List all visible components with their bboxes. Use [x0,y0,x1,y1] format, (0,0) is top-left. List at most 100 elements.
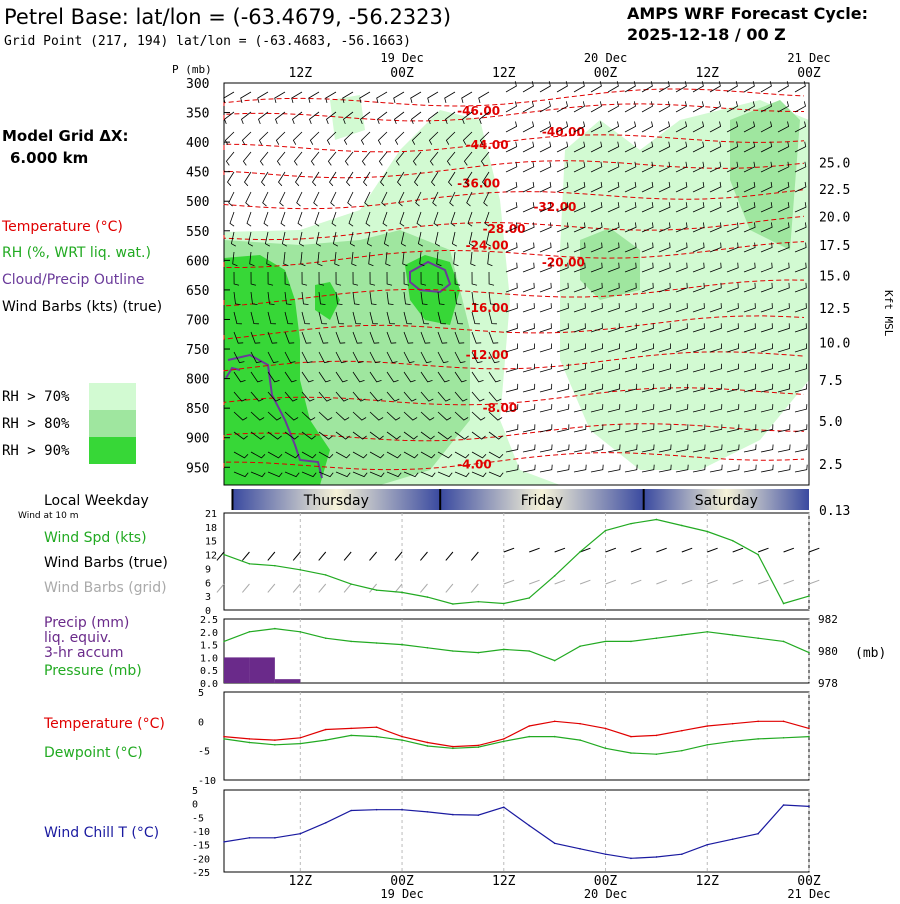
wind-barb [453,251,459,267]
pressure-tick-label: 950 [186,461,209,476]
wind-barb [437,431,452,440]
wind-barb [352,311,361,325]
wind-barb [777,222,790,233]
wind-barb [309,111,320,125]
bottom-date-label: 21 Dec [787,887,830,900]
wind-barb [318,471,334,478]
temp-y-tick: 0 [198,717,204,728]
wind-speed-line-point [274,564,276,567]
wind-barb [250,451,266,459]
wind-barb [335,291,343,305]
wind-barb [556,464,570,473]
wind-barb [284,451,300,459]
weekday-bar: Thursday Friday Saturday [231,489,809,510]
wind-barb [743,303,756,313]
forecast-cycle-label: AMPS WRF Forecast Cycle: [627,4,868,23]
wind-barb [488,451,504,459]
isotherm-label: -44.00 [466,138,509,152]
wind-barb [420,311,429,325]
wind-barb [292,111,303,125]
wind-barb [386,351,398,364]
wind-barb-true [318,551,327,561]
wind-barb [777,282,790,293]
wind-barb [505,161,518,173]
wind-barb [522,121,535,133]
wind-barb-grid [757,579,769,585]
pressure-tick-label: 800 [186,373,209,388]
wind-barb [743,141,756,153]
wind-barb [276,151,286,166]
wind-barb [349,231,355,247]
wind-barb [556,121,569,133]
wind-barb [760,282,773,293]
wind-barb-grid [707,579,718,585]
isotherm-line [223,189,805,210]
wind-barb [250,391,264,402]
isotherm-line [223,351,805,372]
pressure-y-tick: 978 [818,677,838,690]
station-title: Petrel Base: lat/lon = (-63.4679, -56.23… [4,5,451,29]
temperature-line-point [681,729,683,732]
wind-barb [383,231,389,247]
wind-barb [709,181,722,193]
wind-barb [692,363,705,373]
wind-barb [386,391,400,402]
wind-barb [794,181,807,193]
wind-barb [522,323,535,333]
wind-barb [352,411,367,421]
wind-barb [352,371,365,383]
wind-height-note: Wind at 10 m [18,511,78,521]
wind-barb [471,471,487,478]
wind-barb-true [681,547,693,553]
grid-point-subtitle: Grid Point (217, 194) lat/lon = (-63.468… [4,34,411,49]
wind-barb [743,404,757,413]
wind-barb-grid [656,579,667,585]
wind-barb [386,331,397,344]
wind-barb [658,81,670,93]
wind-barb [556,323,569,333]
wind-barb [658,363,671,373]
local-weekday-title: Local Weekday [44,493,149,509]
wind-barb-true [656,547,667,553]
panel-frame [223,618,810,684]
wind-barb [743,161,756,173]
wind-barb-grid [732,579,744,585]
dewpoint-line-point [757,738,759,740]
temperature-legend: Temperature (°C) [1,219,123,235]
wind-barb [726,242,739,253]
wind-barb [396,171,405,187]
wind-barb [607,141,620,153]
wind-barb [342,91,354,104]
wind-barb [245,191,252,207]
wind-barb [658,343,671,353]
wind-barb [291,91,303,104]
wind-barb [301,271,308,286]
dewpoint-line-point [808,735,810,738]
wind-barb [692,383,706,393]
wind-barb [794,343,807,353]
pressure-line-point [528,650,531,652]
top-date-label: 19 Dec [380,51,423,65]
wind-barb [607,202,620,213]
temperature-line-point [655,734,658,737]
isotherm-label: -8.00 [483,401,518,415]
wind-barb [454,311,463,325]
wind-barb [641,404,655,413]
wind-barb [284,391,298,402]
wind-barb [590,181,603,193]
pressure-tick-label: 650 [186,284,209,299]
wind-barb [726,181,739,193]
wind-speed-panel: 0 3 6 9 12 15 18 21 [205,509,820,617]
wind-barb [471,271,478,286]
wind-barb [522,383,536,393]
wind-barb [411,111,422,125]
wind-barb [794,262,807,273]
top-date-label: 21 Dec [787,51,830,65]
rh80-region-right [730,100,800,250]
wind-barb [590,383,604,393]
dewpoint-line-point [426,745,429,747]
wind-barb [445,131,456,145]
isotherm-line [223,88,805,107]
wind-chill-line-point [630,857,632,860]
wind-barb [743,222,756,233]
